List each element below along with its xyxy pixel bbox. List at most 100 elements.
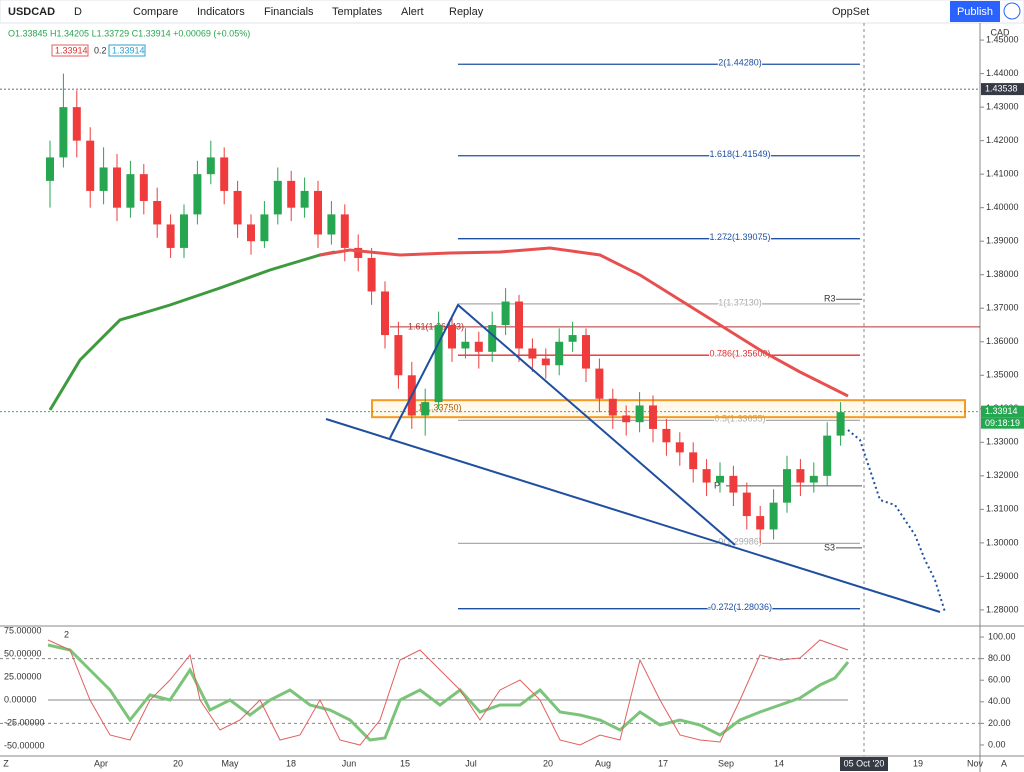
pivot-label: S3 <box>824 542 835 552</box>
countdown-tag <box>981 417 1024 429</box>
candle-body <box>233 190 242 225</box>
candle-body <box>649 405 657 429</box>
candle-body <box>515 301 523 349</box>
y-tick-label: 1.36000 <box>986 336 1019 346</box>
osc-tick-label: 100.00 <box>988 631 1016 641</box>
candle-body <box>166 224 175 248</box>
y-tick-label: 1.45000 <box>986 34 1019 44</box>
osc-tick-label: 0.00 <box>988 739 1006 749</box>
candle-body <box>716 475 724 483</box>
x-label: Nov <box>967 758 984 768</box>
candle-body <box>59 107 68 158</box>
y-tick-label: 1.30000 <box>986 537 1019 547</box>
candle-body <box>273 180 282 215</box>
candle-body <box>247 224 255 242</box>
candle-body <box>702 469 711 483</box>
osc-left-tick-label: 50.00000 <box>4 648 42 658</box>
legend-box <box>108 44 146 57</box>
x-label: Jul <box>465 758 477 768</box>
x-label: Sep <box>718 758 734 768</box>
candle-body <box>86 140 95 191</box>
templates[interactable]: Templates <box>332 6 383 18</box>
candle-body <box>568 335 577 342</box>
osc-fast <box>47 639 849 746</box>
candle-body <box>635 405 644 423</box>
osc-tick-label: 40.00 <box>988 696 1011 706</box>
price-tag-label: 1.43538 <box>985 83 1018 93</box>
y-tick-label: 1.43000 <box>986 102 1019 112</box>
candle-body <box>434 325 443 403</box>
osc-tick-label: 80.00 <box>988 653 1011 663</box>
fib-label: 2(1.44280) <box>718 58 762 68</box>
trendline <box>389 303 736 546</box>
candle-body <box>608 398 617 416</box>
x-label: 14 <box>774 758 784 768</box>
osc-left-tick-label: 0.00000 <box>4 694 37 704</box>
symbol[interactable]: USDCAD <box>8 6 55 18</box>
candle-body <box>769 502 778 530</box>
y-tick-label: 1.44000 <box>986 68 1019 78</box>
osc-left-tick-label: 25.00000 <box>4 671 42 681</box>
x-label: Aug <box>595 758 611 768</box>
candle-body <box>139 174 148 201</box>
replay-icon[interactable] <box>1003 2 1021 20</box>
x-label: May <box>221 758 239 768</box>
fib-label: -0.272(1.28036) <box>708 602 772 612</box>
pivot-label: P <box>714 480 720 490</box>
candle-body <box>180 214 188 248</box>
candle-body <box>206 157 215 175</box>
candle-body <box>595 368 604 399</box>
x-label: Jun <box>342 758 357 768</box>
candle-body <box>836 412 845 436</box>
y-tick-label: 1.29000 <box>986 571 1019 581</box>
interval[interactable]: D <box>74 6 82 18</box>
candle-body <box>541 358 550 366</box>
y-tick-label: 1.37000 <box>986 303 1019 313</box>
candle-body <box>300 190 309 208</box>
alert[interactable]: Alert <box>401 6 424 18</box>
financials[interactable]: Financials <box>264 6 314 18</box>
x-label: 20 <box>173 758 183 768</box>
candle-body <box>340 214 349 248</box>
candle-body <box>72 107 81 141</box>
y-tick-label: 1.33000 <box>986 437 1019 447</box>
publish-label[interactable]: Publish <box>957 6 993 18</box>
candle-body <box>742 492 751 517</box>
ind-a: 1.33914 <box>55 45 88 55</box>
candle-body <box>394 335 403 376</box>
candle-body <box>689 452 698 470</box>
candle-body <box>327 214 336 235</box>
candle-body <box>582 335 590 369</box>
candle-body <box>675 442 684 453</box>
osc-left-tick-label: -50.00000 <box>4 740 45 750</box>
x-label: A <box>1001 758 1007 768</box>
candle-body <box>193 174 202 215</box>
y-tick-label: 1.31000 <box>986 504 1019 514</box>
indicators[interactable]: Indicators <box>197 6 245 18</box>
x-label: 20 <box>543 758 553 768</box>
candle-body <box>783 469 791 503</box>
toolbar <box>0 0 1024 24</box>
replay[interactable]: Replay <box>449 6 484 18</box>
candle-body <box>260 214 269 242</box>
currency: CAD <box>990 27 1010 37</box>
y-tick-label: 1.28000 <box>986 604 1019 614</box>
layout-name[interactable]: OppSet <box>832 6 869 18</box>
publish-button[interactable] <box>950 1 1000 22</box>
x-label: 17 <box>658 758 668 768</box>
price-tag <box>981 405 1024 418</box>
price-tag-label: 1.33914 <box>985 406 1018 416</box>
candle-body <box>46 157 54 181</box>
y-tick-label: 1.32000 <box>986 470 1019 480</box>
y-tick-label: 1.40000 <box>986 202 1019 212</box>
ma-green <box>48 250 336 411</box>
fib-zone <box>371 399 966 419</box>
candle-body <box>501 301 510 326</box>
osc-legend: 2 <box>64 629 69 639</box>
candle-body <box>314 190 322 235</box>
compare[interactable]: Compare <box>133 6 178 18</box>
candle-body <box>367 257 376 292</box>
fib-label: 1.618(1.41549) <box>709 149 770 159</box>
candle-body <box>381 291 389 336</box>
